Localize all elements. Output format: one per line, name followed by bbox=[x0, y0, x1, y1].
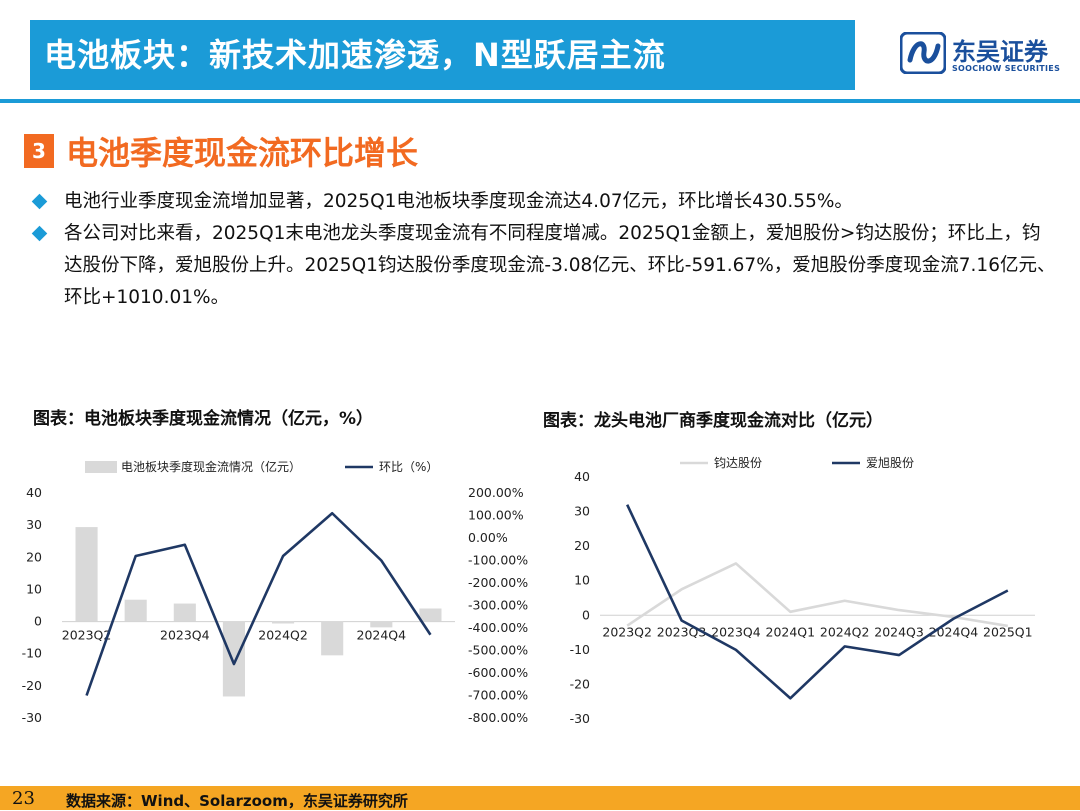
chart2-leader-cashflow: 钧达股份 爱旭股份 40 30 20 10 0 -10 -20 -30 2023Q2 2023Q3 20… bbox=[570, 456, 1035, 726]
y-tick-label: -20 bbox=[570, 676, 590, 691]
bar-2025Q1 bbox=[419, 608, 442, 622]
y-left-tick-label: 30 bbox=[26, 517, 42, 532]
y-right-tick-label: 100.00% bbox=[468, 508, 524, 523]
x-tick-label: 2024Q2 bbox=[820, 624, 870, 639]
y-right-tick-label: -400.00% bbox=[468, 620, 528, 635]
bullet-list: 电池行业季度现金流增加显著，2025Q1电池板块季度现金流达4.07亿元，环比增… bbox=[28, 186, 1058, 314]
line-series-钧达股份 bbox=[626, 562, 1009, 628]
x-tick-label: 2023Q2 bbox=[62, 628, 112, 643]
y-tick-label: 20 bbox=[574, 538, 590, 553]
bullet-text: 电池行业季度现金流增加显著，2025Q1电池板块季度现金流达4.07亿元，环比增… bbox=[64, 191, 853, 212]
y-right-tick-label: 200.00% bbox=[468, 485, 524, 500]
y-left-tick-label: 10 bbox=[26, 581, 42, 596]
soochow-logo-icon bbox=[900, 32, 946, 74]
chart1-title: 图表：电池板块季度现金流情况（亿元，%） bbox=[33, 409, 374, 429]
y-left-tick-label: 20 bbox=[26, 549, 42, 564]
y-right-tick-label: -100.00% bbox=[468, 553, 528, 568]
footer-bar bbox=[0, 786, 1080, 810]
logo-text-en: SOOCHOW SECURITIES bbox=[952, 64, 1061, 73]
x-tick-label: 2023Q4 bbox=[711, 624, 761, 639]
x-tick-label: 2023Q2 bbox=[602, 624, 652, 639]
y-tick-label: -30 bbox=[570, 711, 590, 726]
x-tick-label: 2024Q1 bbox=[766, 624, 816, 639]
legend-line-label: 环比（%） bbox=[379, 460, 438, 474]
x-tick-label: 2024Q4 bbox=[357, 628, 407, 643]
x-tick-label: 2024Q2 bbox=[258, 628, 308, 643]
chart1-sector-cashflow: 电池板块季度现金流情况（亿元） 环比（%） 40 30 20 10 0 -10 -20 -30 20… bbox=[22, 459, 529, 725]
y-left-tick-label: -20 bbox=[22, 678, 42, 693]
x-tick-label: 2023Q4 bbox=[160, 628, 210, 643]
bar-2024Q3 bbox=[321, 621, 344, 656]
bullet-text: 各公司对比来看，2025Q1末电池龙头季度现金流有不同程度增减。2025Q1金额… bbox=[64, 223, 1056, 308]
legend-line-label: 钧达股份 bbox=[714, 456, 762, 470]
brand-logo: 东吴证券 SOOCHOW SECURITIES bbox=[900, 30, 1070, 80]
page-number: 23 bbox=[12, 788, 35, 809]
logo-text-cn: 东吴证券 bbox=[952, 38, 1048, 66]
data-source: 数据来源：Wind、Solarzoom，东吴证券研究所 bbox=[66, 792, 408, 810]
bar-2023Q4 bbox=[173, 603, 196, 622]
diamond-bullet-icon bbox=[31, 225, 48, 242]
legend-line-label: 爱旭股份 bbox=[866, 456, 914, 470]
bar-2024Q2 bbox=[272, 621, 295, 624]
y-right-tick-label: 0.00% bbox=[468, 530, 508, 545]
line-series-爱旭股份 bbox=[626, 504, 1009, 700]
y-right-tick-label: -200.00% bbox=[468, 575, 528, 590]
y-right-tick-label: -300.00% bbox=[468, 598, 528, 613]
y-right-tick-label: -800.00% bbox=[468, 710, 528, 725]
bar-2024Q1 bbox=[222, 621, 245, 697]
y-tick-label: 10 bbox=[574, 573, 590, 588]
header-band bbox=[30, 20, 855, 90]
bar-2023Q2 bbox=[75, 527, 98, 622]
x-tick-label: 2024Q3 bbox=[874, 624, 924, 639]
bar-2023Q3 bbox=[124, 599, 147, 622]
y-tick-label: 0 bbox=[582, 607, 590, 622]
y-right-tick-label: -700.00% bbox=[468, 688, 528, 703]
y-left-tick-label: -30 bbox=[22, 710, 42, 725]
line-series-qoq bbox=[85, 511, 432, 696]
y-tick-label: -10 bbox=[570, 642, 590, 657]
section-number-badge: 3 bbox=[24, 134, 54, 168]
chart2-title: 图表：龙头电池厂商季度现金流对比（亿元） bbox=[543, 411, 883, 431]
section-title: 电池季度现金流环比增长 bbox=[66, 134, 419, 172]
legend-bar-label: 电池板块季度现金流情况（亿元） bbox=[121, 459, 301, 474]
x-tick-label: 2023Q3 bbox=[657, 624, 707, 639]
y-right-tick-label: -500.00% bbox=[468, 643, 528, 658]
y-left-tick-label: 40 bbox=[26, 485, 42, 500]
bar-2024Q4 bbox=[370, 621, 393, 628]
diamond-bullet-icon bbox=[31, 193, 48, 210]
legend-bar-swatch bbox=[85, 461, 117, 473]
y-left-tick-label: 0 bbox=[34, 614, 42, 629]
x-tick-label: 2025Q1 bbox=[983, 624, 1033, 639]
page-title: 电池板块：新技术加速渗透，N型跃居主流 bbox=[44, 36, 666, 74]
y-left-tick-label: -10 bbox=[22, 646, 42, 661]
y-tick-label: 30 bbox=[574, 504, 590, 519]
y-tick-label: 40 bbox=[574, 469, 590, 484]
header-rule bbox=[0, 99, 1080, 103]
bullet-item: 各公司对比来看，2025Q1末电池龙头季度现金流有不同程度增减。2025Q1金额… bbox=[28, 218, 1058, 314]
bullet-item: 电池行业季度现金流增加显著，2025Q1电池板块季度现金流达4.07亿元，环比增… bbox=[28, 186, 1058, 218]
y-right-tick-label: -600.00% bbox=[468, 665, 528, 680]
